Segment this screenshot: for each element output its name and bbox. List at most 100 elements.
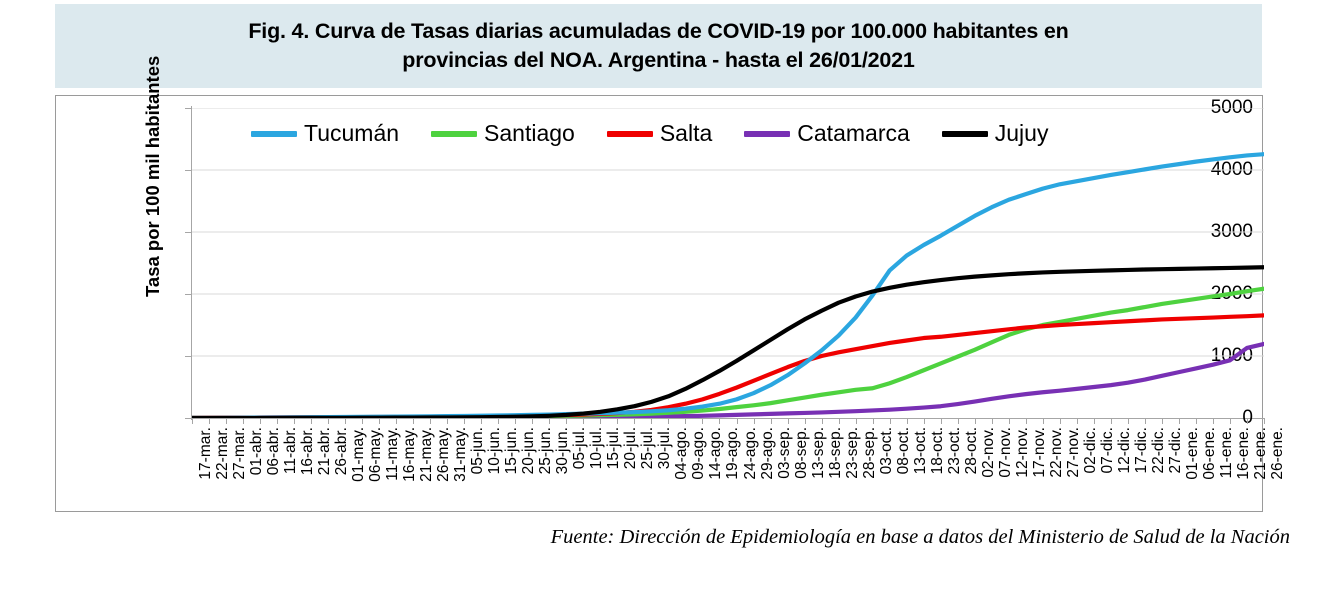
legend-item-salta[interactable]: Salta: [606, 122, 712, 145]
legend-color-swatch: [431, 130, 478, 137]
x-axis-tick-mark: [481, 418, 483, 424]
x-axis-tick-label: 10-jul.: [588, 427, 606, 470]
x-axis-tick-mark: [991, 418, 993, 424]
x-axis-tick-label: 23-sep.: [843, 427, 861, 479]
x-axis-tick-label: 28-oct.: [962, 427, 980, 475]
x-axis-tick-label: 03-sep.: [775, 427, 793, 479]
legend-label: Jujuy: [994, 120, 1049, 146]
x-axis-tick-label: 21-ene.: [1251, 427, 1269, 480]
x-axis-tick-mark: [974, 418, 976, 424]
x-axis-tick-mark: [906, 418, 908, 424]
x-axis-tick-label: 21-may.: [418, 427, 436, 482]
x-axis-tick-label: 05-jul.: [571, 427, 589, 470]
x-axis-tick-label: 25-jun.: [537, 427, 555, 475]
x-axis-tick-mark: [413, 418, 415, 424]
chart-frame: Tasa por 100 mil habitantes 010002000300…: [55, 56, 1286, 513]
x-axis-tick-label: 01-ene.: [1183, 427, 1201, 480]
x-axis-tick-mark: [1178, 418, 1180, 424]
x-axis-labels: 17-mar. 22-mar. 27-mar. 01-abr. 06-abr. 11-ab…: [192, 427, 1286, 513]
legend-item-tucumn[interactable]: Tucumán: [251, 122, 399, 145]
x-axis-tick-mark: [685, 418, 687, 424]
x-axis-tick-mark: [1025, 418, 1027, 424]
x-axis-tick-label: 17-mar.: [197, 427, 214, 480]
x-axis-tick-mark: [957, 418, 959, 424]
x-axis-tick-label: 02-dic.: [1081, 427, 1099, 474]
y-axis-tick-mark: [185, 170, 192, 171]
y-axis-line: [191, 106, 192, 420]
x-axis-tick-mark: [821, 418, 823, 424]
x-axis-tick-mark: [192, 418, 193, 424]
y-axis-tick-mark: [185, 108, 192, 109]
legend-item-catamarca[interactable]: Catamarca: [744, 120, 910, 146]
legend-item-santiago[interactable]: Santiago: [431, 122, 575, 145]
legend-color-swatch: [941, 130, 988, 137]
x-axis-tick-label: 29-ago.: [758, 427, 776, 480]
x-axis-tick-label: 14-ago.: [707, 427, 725, 480]
x-axis-tick-label: 31-may.: [452, 427, 470, 482]
x-axis-tick-label: 23-oct.: [945, 427, 963, 475]
x-axis-tick-label: 28-sep.: [860, 427, 878, 479]
x-axis-tick-mark: [923, 418, 925, 424]
x-axis-tick-mark: [1229, 418, 1231, 424]
x-axis-tick-label: 19-ago.: [724, 427, 742, 480]
x-axis-tick-mark: [294, 418, 296, 424]
x-axis-tick-mark: [209, 418, 211, 424]
x-axis-tick-label: 22-mar.: [214, 427, 232, 480]
x-axis-tick-mark: [617, 418, 619, 424]
x-axis-tick-label: 06-abr.: [265, 427, 283, 476]
legend-label: Catamarca: [797, 120, 910, 146]
x-axis-tick-label: 05-jun.: [469, 427, 487, 475]
legend-color-swatch: [251, 130, 297, 137]
x-axis-tick-label: 02-nov.: [979, 427, 997, 478]
x-axis-tick-mark: [1042, 418, 1044, 424]
x-axis-tick-mark: [1076, 418, 1078, 424]
x-axis-tick-mark: [328, 418, 330, 424]
y-axis-tick-label: 0: [1132, 407, 1262, 429]
series-line-jujuy: [192, 267, 1264, 418]
x-axis-tick-mark: [260, 418, 262, 424]
y-axis-tick-mark: [185, 418, 192, 419]
x-axis-tick-mark: [464, 418, 466, 424]
x-axis-tick-label: 16-ene.: [1234, 427, 1252, 480]
x-axis-tick-label: 26-may.: [435, 427, 453, 482]
x-axis-tick-mark: [1161, 418, 1163, 424]
y-axis-title: Tasa por 100 mil habitantes: [142, 55, 163, 297]
x-axis-tick-mark: [702, 418, 704, 424]
x-axis-tick-mark: [379, 418, 381, 424]
x-axis-tick-label: 07-nov.: [996, 427, 1014, 478]
x-axis-tick-mark: [872, 418, 874, 424]
x-axis-tick-label: 25-jul.: [639, 427, 657, 470]
x-axis-tick-mark: [668, 418, 670, 424]
x-axis-tick-mark: [770, 418, 772, 424]
x-axis-tick-mark: [1212, 418, 1214, 424]
x-axis-tick-label: 09-ago.: [690, 427, 708, 480]
x-axis-tick-label: 22-dic.: [1149, 427, 1167, 474]
x-axis-tick-label: 13-sep.: [809, 427, 827, 479]
x-axis-tick-mark: [855, 418, 857, 424]
x-axis-tick-label: 07-dic.: [1098, 427, 1116, 474]
x-axis-tick-mark: [838, 418, 840, 424]
x-axis-tick-mark: [515, 418, 517, 424]
x-axis-tick-mark: [566, 418, 568, 424]
x-axis-tick-mark: [1008, 418, 1010, 424]
x-axis-tick-mark: [362, 418, 364, 424]
x-axis-tick-mark: [889, 418, 891, 424]
y-axis-tick-mark: [185, 294, 192, 295]
legend-label: Santiago: [484, 120, 575, 146]
x-axis-tick-mark: [1127, 418, 1129, 424]
x-axis-tick-mark: [447, 418, 449, 424]
x-axis-tick-label: 18-oct.: [928, 427, 946, 475]
x-axis-tick-mark: [498, 418, 500, 424]
x-axis-tick-label: 12-dic.: [1115, 427, 1133, 474]
x-axis-tick-label: 11-may.: [384, 427, 402, 481]
x-axis-tick-mark: [1093, 418, 1095, 424]
x-axis-tick-mark: [549, 418, 551, 424]
legend-label: Tucumán: [304, 120, 400, 146]
x-axis-tick-mark: [753, 418, 755, 424]
x-axis-tick-label: 13-oct.: [911, 427, 929, 475]
x-axis-tick-label: 06-ene.: [1200, 427, 1218, 480]
x-axis-line: [191, 418, 1264, 419]
series-line-tucumn: [192, 154, 1264, 418]
legend-item-jujuy[interactable]: Jujuy: [941, 120, 1049, 146]
x-axis-tick-label: 24-ago.: [741, 427, 759, 480]
